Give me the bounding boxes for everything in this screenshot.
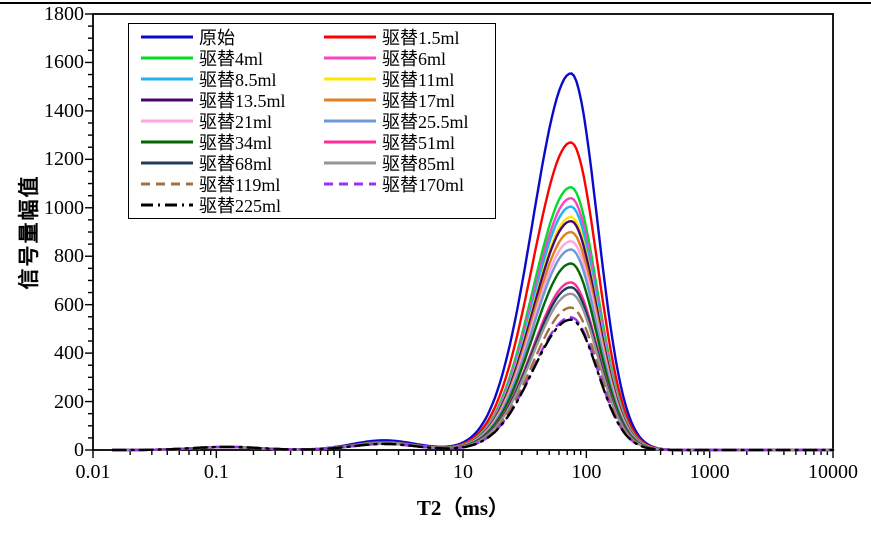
legend-item: 驱替1.5ml bbox=[312, 27, 495, 48]
legend-label: 驱替119ml bbox=[199, 175, 281, 195]
legend-swatch-line bbox=[324, 35, 376, 39]
legend-label: 驱替34ml bbox=[199, 133, 273, 153]
y-tick-label: 600 bbox=[54, 293, 84, 316]
x-tick-label: 100 bbox=[571, 461, 602, 483]
legend-swatch-line bbox=[324, 77, 376, 81]
legend-label: 驱替1.5ml bbox=[382, 28, 460, 48]
legend-swatch-line bbox=[324, 98, 376, 102]
legend-swatch-line bbox=[141, 182, 193, 186]
series-curve-11 bbox=[111, 281, 835, 452]
y-tick-label: 1800 bbox=[44, 3, 84, 25]
legend-item: 驱替25.5ml bbox=[312, 111, 495, 132]
series-curve-4 bbox=[111, 205, 835, 452]
legend-item: 驱替21ml bbox=[129, 111, 312, 132]
legend-swatch-line bbox=[141, 161, 193, 165]
x-tick-label: 10 bbox=[453, 461, 473, 483]
legend-item: 驱替4ml bbox=[129, 48, 312, 69]
legend-item: 驱替8.5ml bbox=[129, 69, 312, 90]
x-tick-label: 0.1 bbox=[203, 461, 229, 483]
series-curve-10 bbox=[111, 262, 835, 452]
legend-swatch-line bbox=[324, 161, 376, 165]
legend-label: 驱替68ml bbox=[199, 154, 273, 174]
series-curve-16 bbox=[111, 318, 835, 452]
legend-item: 原始 bbox=[129, 27, 312, 48]
legend-label: 驱替85ml bbox=[382, 154, 456, 174]
legend-swatch-line bbox=[141, 203, 193, 207]
legend-item: 驱替225ml bbox=[129, 195, 312, 216]
legend-label: 驱替8.5ml bbox=[199, 70, 277, 90]
legend-label: 驱替21ml bbox=[199, 112, 273, 132]
series-curve-8 bbox=[111, 240, 835, 452]
legend-swatch-line bbox=[141, 35, 193, 39]
legend-label: 驱替225ml bbox=[199, 196, 282, 216]
legend-swatch-line bbox=[324, 140, 376, 144]
series-curve-12 bbox=[111, 286, 835, 452]
series-curve-15 bbox=[111, 316, 835, 452]
legend-swatch-line bbox=[141, 77, 193, 81]
x-axis-title: T2（ms） bbox=[416, 496, 510, 520]
y-axis-title: 信号量幅值 bbox=[17, 174, 41, 290]
legend-label: 驱替4ml bbox=[199, 49, 264, 69]
legend-item: 驱替34ml bbox=[129, 132, 312, 153]
legend-item: 驱替119ml bbox=[129, 174, 312, 195]
series-curve-6 bbox=[111, 220, 835, 452]
y-tick-label: 400 bbox=[54, 342, 84, 365]
y-tick-label: 1000 bbox=[44, 196, 84, 219]
legend-item: 驱替13.5ml bbox=[129, 90, 312, 111]
page-top-border bbox=[0, 2, 871, 4]
legend-item: 驱替68ml bbox=[129, 153, 312, 174]
legend-label: 驱替170ml bbox=[382, 175, 465, 195]
series-curve-5 bbox=[111, 215, 835, 452]
x-tick-label: 10000 bbox=[808, 461, 858, 483]
legend-label: 驱替11ml bbox=[382, 70, 455, 90]
legend-swatch-line bbox=[324, 119, 376, 123]
legend-swatch-line bbox=[141, 119, 193, 123]
legend-item: 驱替51ml bbox=[312, 132, 495, 153]
legend-swatch-line bbox=[141, 98, 193, 102]
x-tick-label: 1000 bbox=[689, 461, 730, 483]
y-tick-label: 200 bbox=[54, 390, 84, 413]
legend-label: 驱替17ml bbox=[382, 91, 456, 111]
series-curve-13 bbox=[111, 292, 835, 452]
series-curve-2 bbox=[111, 186, 835, 452]
legend: 原始 驱替1.5ml 驱替4ml 驱替6ml 驱替8.5ml 驱替11ml 驱替13.5ml… bbox=[128, 23, 496, 219]
series-curve-14 bbox=[111, 306, 835, 452]
legend-label: 驱替6ml bbox=[382, 49, 447, 69]
legend-label: 驱替25.5ml bbox=[382, 112, 469, 132]
x-tick-label: 1 bbox=[334, 461, 345, 483]
legend-swatch-line bbox=[324, 56, 376, 60]
legend-item: 驱替170ml bbox=[312, 174, 495, 195]
y-tick-label: 1200 bbox=[44, 148, 84, 171]
series-curve-9 bbox=[111, 248, 835, 452]
legend-swatch-line bbox=[324, 182, 376, 186]
legend-item: 驱替85ml bbox=[312, 153, 495, 174]
legend-swatch-line bbox=[141, 140, 193, 144]
y-tick-label: 1600 bbox=[44, 51, 84, 74]
legend-label: 驱替13.5ml bbox=[199, 91, 286, 111]
legend-label: 驱替51ml bbox=[382, 133, 456, 153]
y-tick-label: 800 bbox=[54, 245, 84, 268]
legend-item: 驱替6ml bbox=[312, 48, 495, 69]
series-curve-7 bbox=[111, 230, 835, 452]
legend-swatch-line bbox=[141, 56, 193, 60]
series-curve-3 bbox=[111, 197, 835, 452]
y-tick-label: 0 bbox=[74, 439, 84, 461]
legend-item: 驱替11ml bbox=[312, 69, 495, 90]
y-tick-label: 1400 bbox=[44, 99, 84, 122]
legend-label: 原始 bbox=[199, 28, 235, 48]
x-tick-label: 0.01 bbox=[75, 461, 111, 483]
legend-item: 驱替17ml bbox=[312, 90, 495, 111]
